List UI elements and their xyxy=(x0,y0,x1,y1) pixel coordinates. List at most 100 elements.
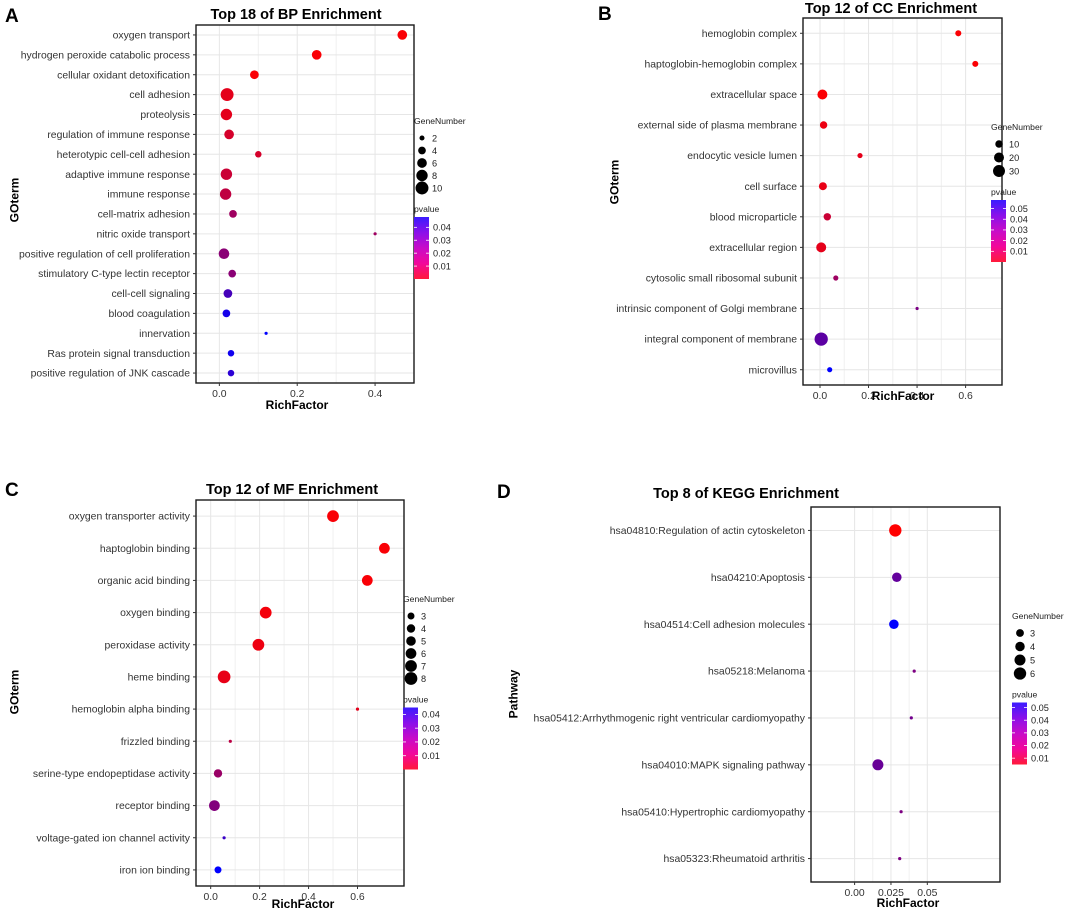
size-legend-key xyxy=(1015,641,1025,652)
color-legend-title: pvalue xyxy=(991,187,1017,197)
data-point xyxy=(898,857,902,861)
size-legend-key xyxy=(1013,667,1027,680)
size-legend-label: 3 xyxy=(421,611,426,621)
color-legend-label: 0.02 xyxy=(1010,236,1028,246)
color-legend-label: 0.03 xyxy=(1031,728,1049,738)
y-tick-label: heme binding xyxy=(128,673,191,684)
data-point xyxy=(219,188,232,200)
y-tick-label: cell-cell signaling xyxy=(111,289,190,300)
data-point xyxy=(227,369,235,377)
size-legend-label: 8 xyxy=(421,674,426,684)
x-axis-title: RichFactor xyxy=(872,389,935,403)
y-tick-label: oxygen binding xyxy=(120,608,190,619)
color-legend-label: 0.04 xyxy=(422,710,440,720)
data-point xyxy=(209,800,220,811)
data-point xyxy=(222,836,226,840)
x-axis-title: RichFactor xyxy=(877,896,940,910)
x-axis-title: RichFactor xyxy=(266,398,329,412)
data-point xyxy=(223,289,233,298)
x-tick-label: 0.0 xyxy=(203,892,218,903)
plot-frame xyxy=(810,506,1001,883)
y-tick-label: organic acid binding xyxy=(98,576,191,587)
y-tick-label: hsa04514:Cell adhesion molecules xyxy=(644,620,805,631)
y-tick-label: Ras protein signal transduction xyxy=(47,349,190,360)
size-legend-key xyxy=(419,135,425,141)
y-tick-label: peroxidase activity xyxy=(105,640,191,651)
size-legend-key xyxy=(1016,629,1024,637)
y-tick-label: adaptive immune response xyxy=(65,170,190,181)
panel-c: C Top 12 of MF Enrichment oxygen transport… xyxy=(5,480,455,911)
size-legend-key xyxy=(405,648,417,659)
data-point xyxy=(397,30,408,40)
x-tick-label: 0.4 xyxy=(368,389,383,400)
color-legend-title: pvalue xyxy=(414,204,440,214)
size-legend-label: 3 xyxy=(1030,628,1035,638)
data-point xyxy=(311,49,322,60)
y-tick-label: hemoglobin complex xyxy=(702,29,798,40)
y-tick-label: blood coagulation xyxy=(109,309,191,320)
color-legend-bar xyxy=(991,200,1006,262)
y-tick-label: hsa05218:Melanoma xyxy=(708,667,805,678)
data-point xyxy=(224,129,234,140)
data-point xyxy=(373,232,377,236)
x-tick-label: 0.0 xyxy=(813,391,828,402)
y-tick-label: immune response xyxy=(107,190,190,201)
y-tick-label: hsa04210:Apoptosis xyxy=(711,573,805,584)
data-point xyxy=(379,542,390,554)
chart-title: Top 8 of KEGG Enrichment xyxy=(653,486,839,502)
x-tick-label: 0.00 xyxy=(844,888,864,899)
size-legend-label: 6 xyxy=(432,158,437,168)
color-legend-label: 0.03 xyxy=(433,235,451,245)
size-legend-key xyxy=(416,169,428,182)
size-legend-key xyxy=(405,660,417,672)
x-tick-label: 0.025 xyxy=(878,888,904,899)
plot-frame xyxy=(195,499,405,887)
data-point xyxy=(912,669,916,673)
data-point xyxy=(229,210,237,218)
data-point xyxy=(259,606,272,619)
color-legend-label: 0.01 xyxy=(1010,247,1028,257)
data-point xyxy=(817,89,828,100)
data-point xyxy=(220,168,233,180)
data-point xyxy=(827,367,833,373)
data-point xyxy=(972,60,979,67)
panel-a: A Top 18 of BP Enrichment oxygen transport… xyxy=(5,6,466,412)
y-tick-label: endocytic vesicle lumen xyxy=(687,151,797,162)
x-tick-label: 0.05 xyxy=(917,888,937,899)
size-legend-title: GeneNumber xyxy=(1012,611,1064,621)
size-legend-label: 5 xyxy=(421,636,426,646)
size-legend-label: 30 xyxy=(1009,166,1019,176)
y-tick-label: blood microparticle xyxy=(710,212,797,223)
y-tick-label: haptoglobin-hemoglobin complex xyxy=(645,59,798,70)
y-tick-label: stimulatory C-type lectin receptor xyxy=(38,269,190,280)
size-legend-label: 10 xyxy=(1009,139,1019,149)
y-tick-label: hsa04010:MAPK signaling pathway xyxy=(642,760,806,771)
y-axis-title: GOterm xyxy=(8,670,22,715)
size-legend-key xyxy=(1014,654,1026,666)
color-legend-title: pvalue xyxy=(403,695,429,705)
data-point xyxy=(909,716,913,720)
color-legend-bar xyxy=(414,217,429,279)
color-legend-bar xyxy=(403,707,418,770)
legend: GeneNumber 3 4 5 6 pvalue 0.05 0.04 0.03 0.02 0.01 xyxy=(1012,611,1064,765)
y-tick-label: proteolysis xyxy=(140,110,190,121)
data-point xyxy=(814,332,828,346)
data-point xyxy=(227,349,235,357)
color-legend-label: 0.01 xyxy=(422,751,440,761)
x-axis-title: RichFactor xyxy=(272,897,335,911)
size-legend-label: 20 xyxy=(1009,153,1019,163)
y-tick-label: extracellular region xyxy=(709,243,797,254)
panel-label: D xyxy=(497,482,511,503)
data-point xyxy=(361,575,373,586)
data-point xyxy=(222,309,231,318)
color-legend-label: 0.05 xyxy=(1031,703,1049,713)
y-tick-label: oxygen transport xyxy=(113,31,191,42)
y-axis-title: Pathway xyxy=(507,669,521,718)
data-point xyxy=(264,331,268,335)
data-point xyxy=(816,242,827,253)
color-legend-label: 0.04 xyxy=(1031,715,1049,725)
data-point xyxy=(250,70,259,80)
data-point xyxy=(818,182,827,191)
data-point xyxy=(892,572,902,583)
